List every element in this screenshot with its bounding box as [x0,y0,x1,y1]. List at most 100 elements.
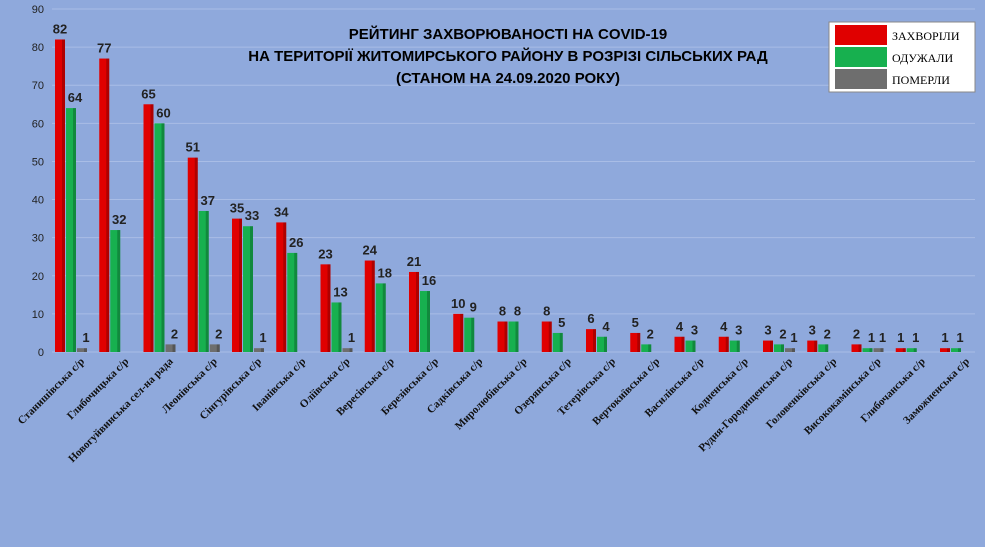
bar-shade [106,58,110,353]
bar-shade [216,344,220,352]
data-label-recovered: 64 [68,90,83,105]
data-label-infected: 6 [587,311,594,326]
y-tick-label: 70 [32,80,44,92]
bar-recovered [552,332,563,352]
legend: ЗАХВОРІЛИ ОДУЖАЛИ ПОМЕРЛИ [828,21,976,93]
bar-deaths [342,348,353,352]
bar-shade [548,321,552,352]
bar-recovered [243,226,253,352]
y-tick-label: 10 [32,309,44,321]
data-label-recovered: 13 [333,284,347,299]
data-label-infected: 3 [809,323,816,338]
bar-shade [725,336,729,352]
bar-recovered [375,283,386,352]
bar-shade [194,157,198,352]
data-label-recovered: 2 [824,326,831,341]
bar-recovered [331,302,342,352]
data-label-recovered: 1 [912,330,919,345]
bar-deaths [209,344,220,352]
bar-shade [736,340,740,352]
bar-shade [283,222,287,352]
bar-infected [586,329,596,352]
bar-shade [239,218,242,352]
bar-shade [371,260,375,352]
bar-shade [382,283,386,352]
bar-shade [161,123,165,352]
data-label-infected: 1 [897,330,904,345]
bar-recovered [729,340,740,352]
bar-deaths [254,348,264,352]
bar-infected [807,340,818,352]
bar-recovered [198,210,209,352]
bar-shade [471,317,475,352]
bar-recovered [420,291,430,352]
bar-shade [681,336,685,352]
bar-infected [55,39,65,352]
data-label-infected: 34 [274,204,289,219]
bar-shade [913,348,917,352]
bar-shade [559,332,563,352]
bar-recovered [951,348,961,352]
data-label-infected: 5 [632,315,639,330]
data-label-recovered: 4 [602,319,610,334]
data-label-recovered: 1 [868,330,875,345]
data-label-deaths: 1 [348,330,355,345]
data-label-infected: 24 [363,243,378,258]
data-label-recovered: 60 [156,105,170,120]
title-line-3: (СТАНОМ НА 24.09.2020 РОКУ) [396,70,620,87]
data-label-infected: 8 [543,304,550,319]
bar-infected [940,348,950,352]
data-label-deaths: 2 [171,326,178,341]
bar-recovered [154,123,165,352]
y-tick-label: 90 [32,4,44,16]
data-label-recovered: 33 [245,208,259,223]
data-label-infected: 23 [318,246,332,261]
bar-recovered [110,230,121,352]
bar-infected [187,157,198,352]
bar-infected [674,336,685,352]
bar-shade [261,348,264,352]
data-label-deaths: 2 [215,326,222,341]
bar-shade [593,329,596,352]
y-tick-label: 0 [38,347,44,359]
bar-infected [320,264,331,352]
title-line-1: РЕЙТИНГ ЗАХВОРЮВАНОСТІ НА COVID-19 [349,25,667,43]
bar-infected [630,332,641,352]
legend-label-infected: ЗАХВОРІЛИ [892,29,960,43]
bar-recovered [906,348,917,352]
bar-shade [205,210,209,352]
bar-infected [453,313,464,352]
bar-deaths [873,348,884,352]
title-line-2: НА ТЕРИТОРІЇ ЖИТОМИРСЬКОГО РАЙОНУ В РОЗР… [248,47,768,65]
y-tick-label: 40 [32,195,44,207]
data-labels: 8264177326560251372353313426231312418211… [53,21,964,345]
bar-shade [781,344,784,352]
bar-recovered [641,344,652,352]
bar-shade [604,336,607,352]
bar-shade [327,264,331,352]
data-label-recovered: 18 [378,265,392,280]
legend-swatch-recovered [835,47,887,67]
bar-shade [869,348,873,352]
data-label-deaths: 1 [879,330,886,345]
data-label-infected: 51 [186,140,200,155]
bar-shade [416,271,419,352]
bar-infected [364,260,375,352]
bar-shade [692,340,696,352]
data-label-infected: 21 [407,254,421,269]
data-label-infected: 4 [720,319,728,334]
y-axis-ticks: 0 10 20 30 40 50 60 70 80 90 [32,4,44,359]
data-label-recovered: 9 [470,300,477,315]
data-label-deaths: 1 [82,330,89,345]
bar-shade [515,321,519,352]
bar-shade [858,344,862,352]
bar-recovered [508,321,519,352]
data-label-recovered: 8 [514,304,521,319]
bars [55,39,961,353]
bar-shade [792,348,795,352]
bar-infected [276,222,287,352]
bar-shade [84,348,87,352]
